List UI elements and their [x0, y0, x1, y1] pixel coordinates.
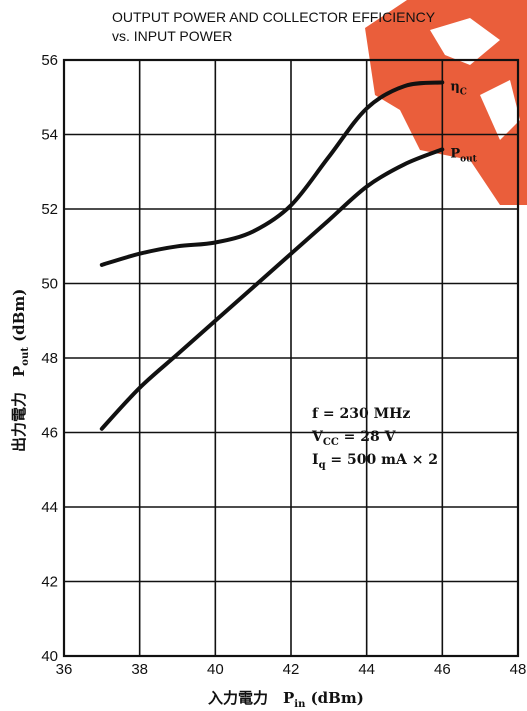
x-tick-label-1: 38	[131, 661, 148, 678]
y-tick-label-5: 50	[41, 276, 58, 293]
x-axis-ticks: 36 38 40 42 44 46 48	[56, 661, 527, 678]
y-axis-label-unit: (dBm)	[10, 289, 28, 347]
y-axis-label-main: 出力電力 P	[10, 366, 28, 452]
x-axis-label-main: 入力電力 P	[208, 689, 294, 707]
annotation-frequency: f = 230 MHz	[312, 406, 410, 422]
chart-title-line-1: OUTPUT POWER AND COLLECTOR EFFICIENCY	[112, 9, 436, 25]
chart-title: OUTPUT POWER AND COLLECTOR EFFICIENCY vs…	[112, 9, 436, 44]
y-tick-label-0: 40	[41, 648, 58, 665]
annotation-iq: Iq = 500 mA × 2	[312, 452, 438, 471]
plot-frame	[62, 58, 520, 658]
y-tick-label-1: 42	[41, 574, 58, 591]
x-tick-label-2: 40	[207, 661, 224, 678]
x-tick-label-6: 48	[510, 661, 527, 678]
annotation-vcc: VCC = 28 V	[311, 429, 397, 448]
x-tick-label-5: 46	[434, 661, 451, 678]
y-axis-label-sub: out	[20, 347, 31, 366]
y-axis-ticks: 40 42 44 46 48 50 52 54 56	[41, 52, 58, 665]
x-axis-label-sub: in	[294, 699, 306, 710]
series-line-0	[99, 80, 445, 267]
y-tick-label-6: 52	[41, 201, 58, 218]
chart-title-line-2: vs. INPUT POWER	[112, 28, 232, 44]
x-tick-label-4: 44	[358, 661, 375, 678]
x-axis-label-unit: (dBm)	[305, 689, 363, 707]
x-tick-label-3: 42	[283, 661, 300, 678]
x-tick-label-0: 36	[56, 661, 73, 678]
x-axis-label: 入力電力 Pin (dBm)	[208, 689, 364, 710]
y-tick-label-2: 44	[41, 499, 58, 516]
series-label-1: Pout	[450, 146, 477, 164]
series-lines: ηC Pout	[99, 79, 478, 431]
y-tick-label-4: 48	[41, 350, 58, 367]
svg-text:入力電力 Pin (dBm): 入力電力 Pin (dBm)	[208, 689, 364, 710]
y-axis-label: 出力電力 Pout (dBm)	[10, 289, 31, 452]
y-tick-label-3: 46	[41, 425, 58, 442]
y-tick-label-7: 54	[41, 127, 58, 144]
annotation-box: f = 230 MHz VCC = 28 V Iq = 500 mA × 2	[311, 406, 438, 471]
watermark	[365, 0, 527, 205]
series-label-0: ηC	[450, 79, 467, 97]
svg-text:出力電力 Pout (dBm): 出力電力 Pout (dBm)	[10, 289, 31, 452]
y-tick-label-8: 56	[41, 52, 58, 69]
series-line-1	[99, 147, 445, 431]
